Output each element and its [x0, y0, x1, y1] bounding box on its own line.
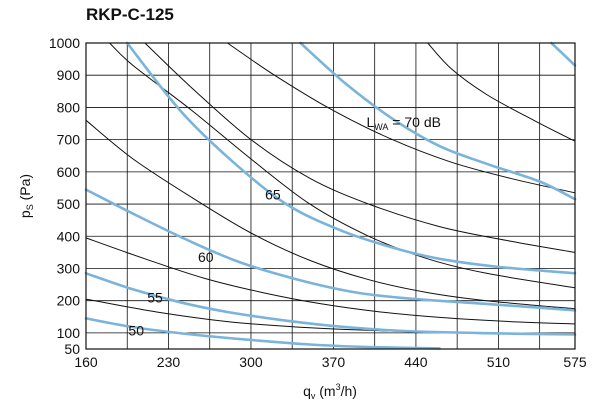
blue-curve: [84, 272, 577, 336]
blue-curve: [84, 188, 577, 312]
y-axis-label-sub: S: [25, 204, 35, 210]
y-tick-label: 800: [57, 99, 81, 115]
x-tick-label: 510: [487, 354, 511, 370]
axis-ticks: 160 230 300 370 440 510 5755010020030040050060…: [49, 35, 587, 370]
x-tick-label: 370: [322, 354, 346, 370]
y-tick-label: 900: [57, 67, 81, 83]
black-curve: [144, 42, 576, 253]
blue-curve: [299, 41, 577, 201]
x-axis-label-unit-pre: (m: [315, 383, 335, 399]
y-axis-label-unit: (Pa): [17, 174, 33, 204]
y-axis-label-base: p: [17, 210, 33, 218]
curve-label: 65: [265, 186, 281, 202]
y-tick-label: 400: [57, 228, 81, 244]
curve-label-rest: = 70 dB: [388, 114, 441, 130]
y-tick-label: 100: [57, 325, 81, 341]
y-tick-label: 200: [57, 293, 81, 309]
x-tick-label: 160: [74, 354, 98, 370]
y-axis-label: pS (Pa): [17, 174, 35, 218]
black-curve: [227, 42, 576, 194]
blue-curves: [84, 41, 577, 350]
blue-curve: [550, 41, 577, 67]
curve-label: LWA = 70 dB: [366, 114, 441, 132]
black-curve: [85, 119, 576, 310]
plot-frame: [85, 42, 576, 350]
x-axis-label-sup: 3: [336, 382, 341, 392]
curve-labels: 50 55 60 65 LWA = 70 dB: [128, 114, 441, 338]
x-axis-label: qv (m3/h): [303, 382, 357, 401]
y-tick-label: 1000: [49, 35, 80, 51]
x-axis-label-base: q: [303, 383, 311, 399]
chart-title: RKP-C-125: [86, 5, 174, 24]
blue-curve: [125, 41, 577, 275]
curve-label: 55: [147, 289, 163, 305]
curve-label: 50: [128, 322, 144, 338]
x-tick-label: 575: [563, 354, 587, 370]
black-curve: [85, 237, 576, 325]
curve-label: 60: [198, 249, 214, 265]
y-tick-label: 300: [57, 260, 81, 276]
x-tick-label: 230: [157, 354, 181, 370]
y-tick-label: 500: [57, 196, 81, 212]
black-curve: [427, 42, 576, 142]
curve-label-base: L: [366, 114, 374, 130]
black-curve: [109, 42, 576, 289]
x-tick-label: 440: [404, 354, 428, 370]
x-axis-label-unit-post: /h): [341, 383, 357, 399]
y-tick-label: 50: [64, 341, 80, 357]
x-tick-label: 300: [239, 354, 263, 370]
black-curves: [85, 42, 576, 335]
blue-curve: [84, 317, 441, 350]
x-axis-label-sub: v: [311, 391, 316, 401]
y-tick-label: 700: [57, 132, 81, 148]
curve-label-sub: WA: [374, 122, 388, 132]
y-tick-label: 600: [57, 164, 81, 180]
